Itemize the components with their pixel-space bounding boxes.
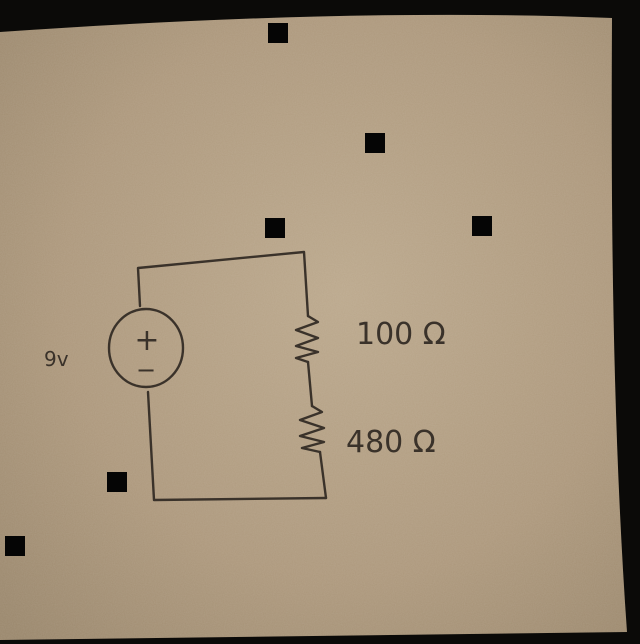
- marker-square: [265, 218, 285, 238]
- marker-square: [107, 472, 127, 492]
- marker-square: [268, 23, 288, 43]
- source-plus-sign: +: [134, 323, 159, 358]
- wire-bottom: [146, 390, 328, 502]
- wire-middle: [306, 360, 314, 408]
- marker-square: [472, 216, 492, 236]
- registration-markers: [5, 23, 492, 556]
- resistor-100-label: 100 Ω: [356, 317, 446, 352]
- marker-square: [365, 133, 385, 153]
- source-minus-sign: −: [136, 356, 156, 384]
- circuit-wires: [136, 250, 328, 502]
- resistor-100-symbol: [294, 314, 320, 364]
- resistor-480-label: 480 Ω: [346, 425, 436, 460]
- voltage-source-circle: [107, 307, 185, 389]
- resistor-480-symbol: [298, 404, 326, 454]
- source-voltage-label: 9v: [44, 347, 69, 371]
- marker-square: [5, 536, 25, 556]
- wire-top: [136, 250, 310, 318]
- paper-grain: [0, 14, 627, 641]
- wire-right-bottom: [318, 450, 328, 500]
